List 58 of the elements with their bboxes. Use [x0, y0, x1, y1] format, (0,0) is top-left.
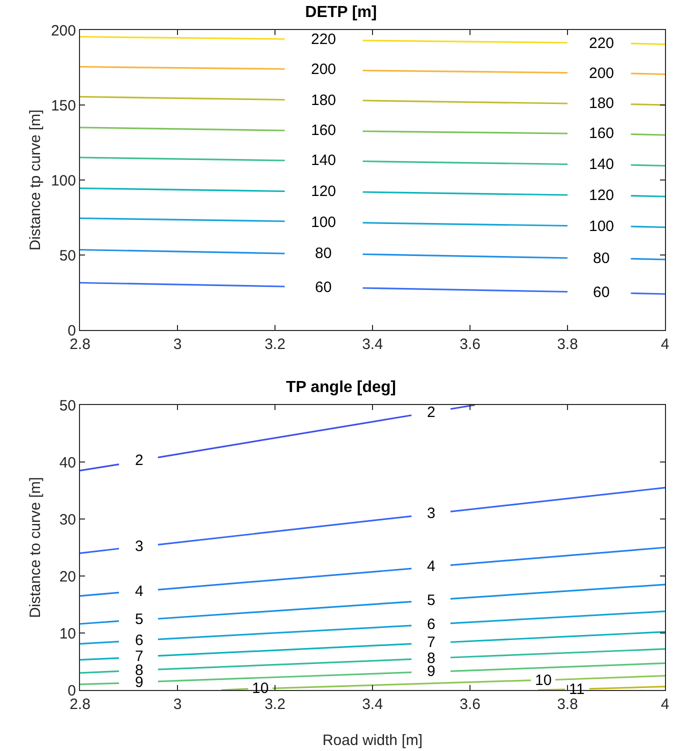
text: 80 — [315, 245, 332, 262]
series-label: 4 — [135, 583, 144, 600]
text: 100 — [311, 214, 336, 231]
series-label: 60 — [593, 284, 610, 301]
y-tick-label: 10 — [59, 625, 76, 642]
y-axis-title: Distance to curve [m] — [27, 477, 44, 618]
text: 140 — [311, 152, 336, 169]
x-tick-label: 3.8 — [557, 336, 578, 353]
series-label: 160 — [589, 125, 614, 142]
y-axis-title: Distance tp curve [m] — [27, 110, 44, 250]
y-tick-label: 50 — [59, 247, 76, 264]
text: 2 — [427, 404, 436, 421]
y-tick-label: 100 — [50, 172, 76, 190]
series-label: 100 — [589, 218, 614, 235]
y-tick-label: 20 — [59, 568, 76, 586]
text: 3 — [427, 505, 436, 522]
text: 160 — [311, 122, 336, 139]
x-tick-label: 3.8 — [557, 696, 578, 713]
y-tick-label: 40 — [59, 454, 76, 472]
series-label: 3 — [135, 538, 144, 555]
text: 180 — [311, 92, 336, 109]
x-tick-label: 4 — [660, 336, 670, 353]
series-label: 220 — [589, 35, 614, 52]
series-label: 200 — [589, 65, 614, 82]
y-tick-label: 50 — [59, 397, 76, 414]
text: 5 — [427, 592, 436, 609]
series-label: 5 — [135, 611, 144, 628]
y-tick-label: 200 — [50, 22, 76, 40]
x-tick-label: 3.2 — [264, 336, 286, 353]
text: 220 — [311, 31, 336, 48]
series-label: 7 — [135, 648, 144, 665]
series-label: 9 — [135, 674, 144, 691]
x-axis-title: Road width [m] — [322, 732, 423, 749]
chart-title: DETP [m] — [305, 4, 377, 21]
x-tick-label: 3 — [173, 336, 182, 353]
x-tick-label: 3.6 — [460, 696, 480, 713]
x-tick-label: 3.4 — [362, 336, 383, 353]
x-tick-label: 3.4 — [362, 696, 383, 713]
x-tick-label: 3.2 — [264, 696, 286, 713]
series-label: 2 — [135, 452, 144, 469]
series-label: 6 — [135, 632, 144, 649]
text: 7 — [427, 634, 436, 651]
text: 200 — [311, 61, 336, 78]
x-tick-label: 3.6 — [460, 336, 480, 353]
text: 120 — [311, 183, 336, 200]
text: 4 — [427, 558, 436, 575]
text: 60 — [315, 279, 332, 296]
series-label: 80 — [593, 250, 610, 267]
x-tick-label: 3 — [173, 696, 182, 713]
x-tick-label: 4 — [660, 696, 670, 713]
series-label: 180 — [589, 95, 614, 112]
series-label: 120 — [589, 187, 614, 204]
series-label: 140 — [589, 156, 614, 173]
chart-title: TP angle [deg] — [286, 378, 396, 396]
series-label: 10 — [535, 672, 552, 689]
y-tick-label: 150 — [50, 97, 76, 114]
y-tick-label: 30 — [59, 511, 76, 528]
text: 6 — [427, 616, 436, 633]
